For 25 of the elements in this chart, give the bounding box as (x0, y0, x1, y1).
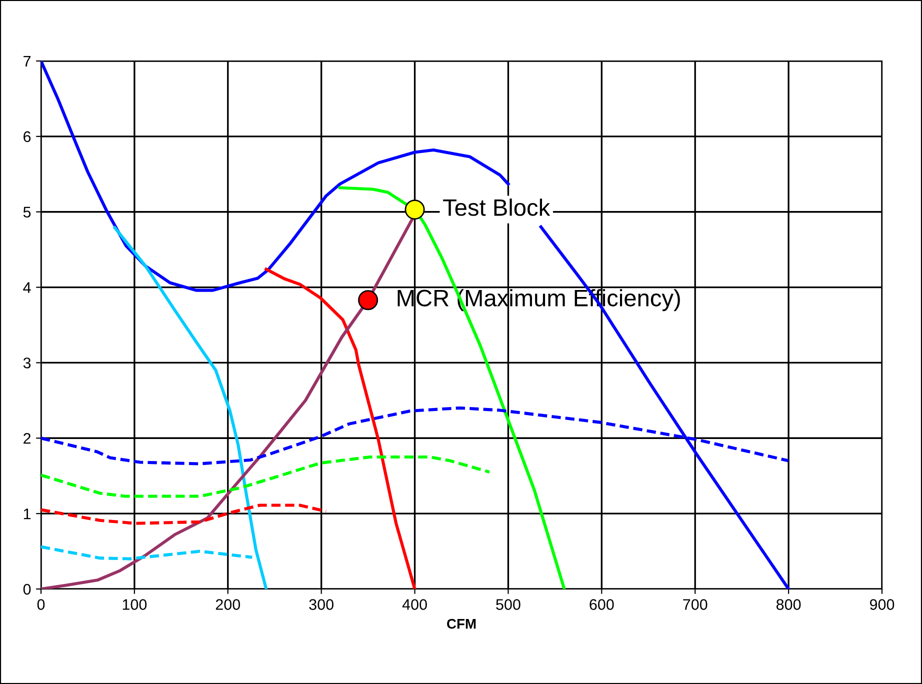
y-tick-label: 2 (24, 433, 31, 444)
x-tick-label: 300 (309, 599, 334, 610)
x-tick-label: 700 (683, 599, 708, 610)
y-tick-label: 5 (23, 206, 31, 218)
x-tick-label: 600 (590, 599, 614, 610)
annotation: Test Block (443, 198, 550, 216)
x-axis-title: CFM (447, 618, 476, 629)
x-tick-label: 200 (216, 599, 240, 610)
x-tick-label: 900 (870, 599, 894, 610)
line-series (41, 455, 492, 498)
line-series (41, 504, 328, 525)
y-tick-label: 4 (23, 282, 31, 293)
x-tick-label: 500 (496, 599, 520, 610)
y-tick-label: 1 (24, 508, 31, 520)
x-tick-label: 800 (776, 599, 801, 610)
y-tick-label: 0 (23, 584, 31, 595)
x-tick-label: 400 (402, 599, 427, 610)
line-series (41, 545, 254, 560)
x-tick-label: 100 (122, 599, 147, 610)
y-tick-label: 6 (24, 131, 31, 142)
y-tick-label: 7 (24, 56, 31, 67)
x-tick-label: 0 (37, 599, 45, 610)
line-series (113, 226, 268, 589)
line-series (338, 186, 566, 589)
y-tick-label: 3 (23, 358, 31, 368)
